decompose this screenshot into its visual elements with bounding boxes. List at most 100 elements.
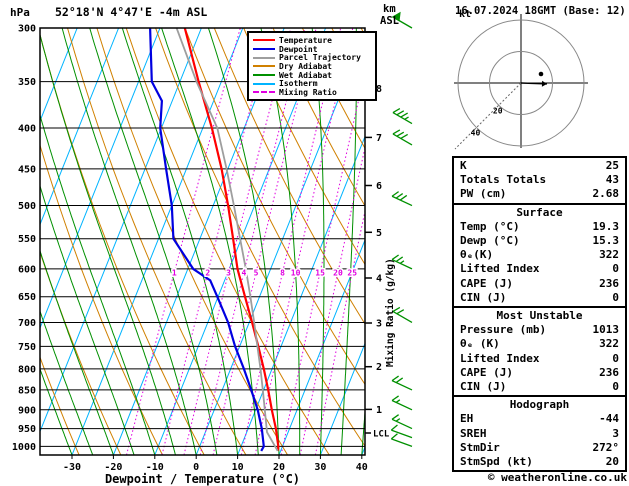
pressure-axis-unit: hPa — [10, 6, 30, 19]
row-value: 0 — [612, 351, 619, 365]
legend-item: Parcel Trajectory — [253, 53, 373, 62]
wind-barb — [391, 11, 413, 29]
isotherm-lines — [40, 28, 365, 455]
legend-line-swatch — [253, 82, 275, 85]
hodograph-point — [538, 71, 544, 77]
legend-item: Dewpoint — [253, 45, 373, 54]
table-row: θₑ(K) 322 — [454, 248, 625, 262]
legend-item: Dry Adiabat — [253, 62, 373, 71]
skewt-background-grid — [40, 28, 365, 455]
legend-item-label: Parcel Trajectory — [279, 53, 361, 63]
pressure-tick-label: 600 — [18, 264, 36, 275]
pressure-tick-label: 450 — [18, 164, 36, 175]
row-value: -44 — [599, 412, 619, 426]
temp-tick-label: 10 — [232, 462, 244, 473]
table-row: CAPE (J) 236 — [454, 366, 625, 380]
table-row: StmDir 272° — [454, 441, 625, 455]
row-value: 236 — [599, 276, 619, 290]
legend-item-label: Wet Adiabat — [279, 70, 332, 80]
mixing-ratio-value-labels: 1 2 3 4 5 8 10 15 20 25 — [170, 267, 358, 279]
temperature-tick-labels: -30 -20 -10 0 10 20 30 40 — [63, 455, 368, 473]
mixing-ratio-value: 1 — [172, 268, 177, 277]
row-label: Dewp (°C) — [460, 234, 520, 248]
mixing-ratio-value: 25 — [347, 268, 357, 277]
legend: Temperature Dewpoint Parcel Trajectory Dry … — [247, 31, 377, 101]
temp-tick-label: -10 — [146, 462, 164, 473]
hodograph-diagonal — [454, 82, 522, 150]
wind-barb — [392, 306, 413, 324]
altitude-tick-label: 6 — [376, 181, 382, 192]
pressure-tick-label: 900 — [18, 405, 36, 416]
altitude-tick-label: 8 — [376, 84, 382, 95]
temp-tick-label: 20 — [273, 462, 285, 473]
altitude-tick-label: 2 — [376, 362, 382, 373]
surface-table: Surface Temp (°C) 19.3 Dewp (°C) 15.3 θₑ(K) 32… — [452, 202, 627, 309]
table-title: Hodograph — [509, 398, 570, 412]
row-value: 236 — [599, 365, 619, 379]
legend-item-label: Isotherm — [279, 79, 318, 89]
legend-line-swatch — [253, 48, 275, 51]
storm-motion-arrowhead — [541, 80, 547, 87]
table-row: CAPE (J) 236 — [454, 277, 625, 291]
table-row: SREH 3 — [454, 427, 625, 441]
legend-line-swatch — [253, 56, 275, 59]
pressure-tick-label: 350 — [18, 77, 36, 88]
profile-dewpoint — [149, 28, 265, 452]
pressure-tick-label: 400 — [18, 124, 36, 135]
legend-item: Isotherm — [253, 79, 373, 88]
row-label: CIN (J) — [460, 290, 507, 304]
row-label: CAPE (J) — [460, 365, 513, 379]
row-label: θₑ(K) — [460, 248, 494, 262]
wind-barb — [391, 395, 413, 411]
table-row: Totals Totals 43 — [454, 173, 625, 187]
indices-table: K 25 Totals Totals 43 PW (cm) 2.68 — [452, 156, 627, 205]
pressure-tick-label: 1000 — [12, 442, 36, 453]
x-axis-label: Dewpoint / Temperature (°C) — [104, 472, 301, 486]
temp-tick-label: 40 — [356, 462, 368, 473]
table-row: CIN (J) 0 — [454, 291, 625, 305]
hodograph-ring — [457, 19, 585, 147]
altitude-tick-label: 3 — [376, 319, 382, 330]
mixing-ratio-value: 10 — [291, 268, 301, 277]
pressure-tick-label: 750 — [18, 342, 36, 353]
hodograph-ring-label: 20 — [493, 106, 503, 115]
row-value: 43 — [605, 173, 619, 187]
table-title: Most Unstable — [496, 309, 583, 323]
row-value: 2.68 — [592, 187, 620, 201]
row-label: Temp (°C) — [460, 219, 520, 233]
legend-line-swatch — [253, 39, 275, 42]
altitude-tick-label: 1 — [376, 405, 382, 416]
row-value: 19.3 — [592, 219, 620, 233]
table-row: Pressure (mb) 1013 — [454, 323, 625, 337]
table-row: PW (cm) 2.68 — [454, 187, 625, 201]
row-label: Totals Totals — [460, 173, 547, 187]
wind-barbs — [390, 11, 413, 448]
row-label: StmDir — [460, 440, 500, 454]
dry-adiabat-lines — [40, 28, 365, 455]
stats-panel: K 25 Totals Totals 43 PW (cm) 2.68 Surface Tem… — [452, 156, 627, 473]
row-label: PW (cm) — [460, 187, 507, 201]
row-label: SREH — [460, 426, 487, 440]
row-value: 1013 — [592, 323, 620, 337]
row-label: Pressure (mb) — [460, 323, 547, 337]
wind-barb — [391, 254, 413, 270]
hodograph-table: Hodograph EH -44 SREH 3 StmDir 272° StmSpd (kt)… — [452, 395, 627, 473]
row-label: CAPE (J) — [460, 276, 513, 290]
legend-item-label: Dewpoint — [279, 44, 318, 54]
altitude-tick-label: 7 — [376, 133, 382, 144]
mixing-ratio-value: 3 — [226, 268, 231, 277]
wind-barb — [390, 424, 413, 439]
station-title: 52°18'N 4°47'E -4m ASL — [55, 5, 208, 19]
skewt-diagram: 1 2 3 4 5 8 10 15 20 2530035040045050055060065070… — [12, 11, 413, 473]
row-value: 25 — [605, 159, 619, 172]
hodograph-ring-label: 40 — [471, 129, 481, 138]
table-row: Temp (°C) 19.3 — [454, 220, 625, 234]
row-label: Lifted Index — [460, 351, 540, 365]
lcl-label: LCL — [373, 430, 390, 440]
temp-tick-label: 0 — [193, 462, 199, 473]
row-value: 20 — [605, 455, 619, 469]
mixing-ratio-value: 8 — [280, 268, 285, 277]
table-title: Surface — [516, 205, 563, 219]
table-row: θₑ (K) 322 — [454, 337, 625, 351]
row-label: K — [460, 159, 467, 172]
